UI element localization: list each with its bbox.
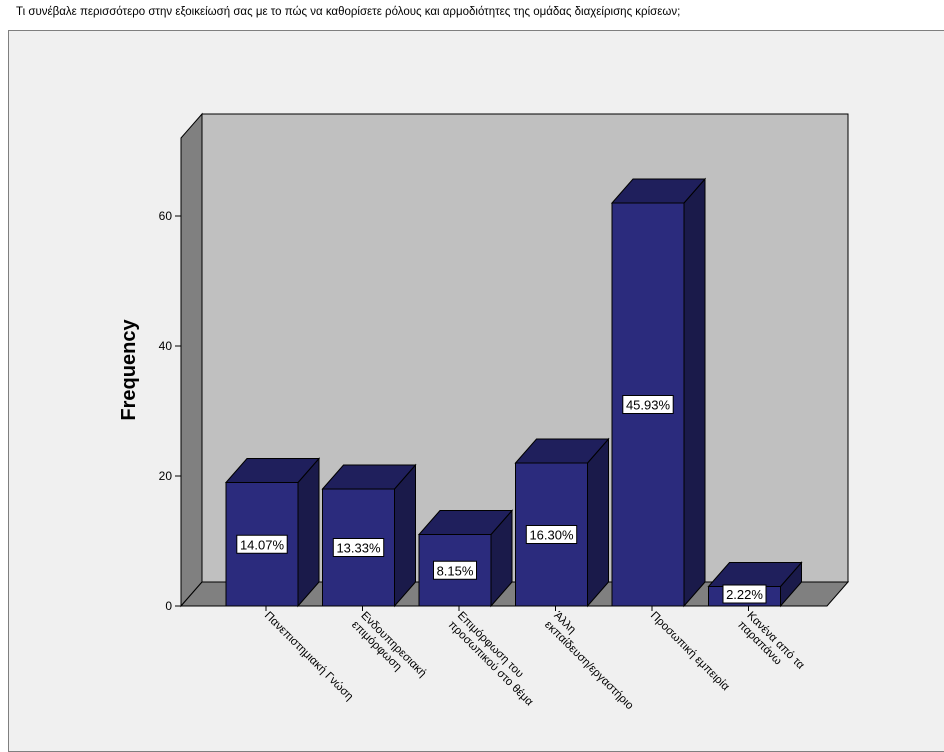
bars: 14.07% 13.33% 8.15% 16.30% 45.93% 2.22% [224,177,803,608]
x-tick-label: Επιμόρφωση τουπροσωπικού στο θέμα [446,610,545,709]
y-axis-label: Frequency [118,319,140,421]
data-label: 45.93% [626,398,671,413]
data-label: 8.15% [437,563,474,578]
x-tick-label: Προσωπική εμπειρία [648,610,732,694]
bar-side [297,457,320,608]
bar: 2.22% [707,561,803,608]
y-tick-label: 60 [159,209,173,223]
bar-side [683,177,706,608]
x-tick-label: Άλληεκπαίδευση/εργαστήριο [542,610,644,712]
bar: 8.15% [417,509,514,608]
side-wall [180,112,203,608]
x-tick-label: Ενδουπηρεσιακήεπιμόρφωση [349,610,428,689]
y-tick-label: 20 [159,469,173,483]
y-tick-label: 0 [165,599,172,613]
x-tick-label: Κανένα από ταπαραπάνω [735,610,807,682]
data-label: 13.33% [336,541,381,556]
data-label-box [525,525,578,544]
y-tick-label: 40 [159,339,173,353]
data-label: 2.22% [726,587,763,602]
x-tick-label-line: προσωπικού στο θέμα [446,619,536,709]
bar: 14.07% [224,457,321,608]
data-label-box [236,534,288,554]
data-label: 14.07% [240,537,285,552]
data-label-box [332,538,385,557]
x-tick-label-line: εκπαίδευση/εργαστήριο [542,619,635,712]
data-label-box [722,584,767,604]
bar: 45.93% [610,177,707,608]
data-label: 16.30% [529,528,574,543]
x-tick-label: Πανεπιστημιακή Γνώση [262,610,355,703]
data-label-box [622,395,674,414]
bar: 16.30% [514,437,610,608]
bar: 13.33% [321,463,417,608]
y-axis: 0 20 40 60 [159,138,182,613]
x-tick-label-line: Προσωπική εμπειρία [648,610,732,694]
x-tick-label-line: Πανεπιστημιακή Γνώση [262,610,355,703]
x-axis-labels: Πανεπιστημιακή Γνώση Ενδουπηρεσιακήεπιμόρ… [262,606,807,712]
data-label-box [433,560,477,580]
chart-title: Τι συνέβαλε περισσότερο στην εξοικείωσή … [16,6,681,18]
bar-side [587,437,609,608]
